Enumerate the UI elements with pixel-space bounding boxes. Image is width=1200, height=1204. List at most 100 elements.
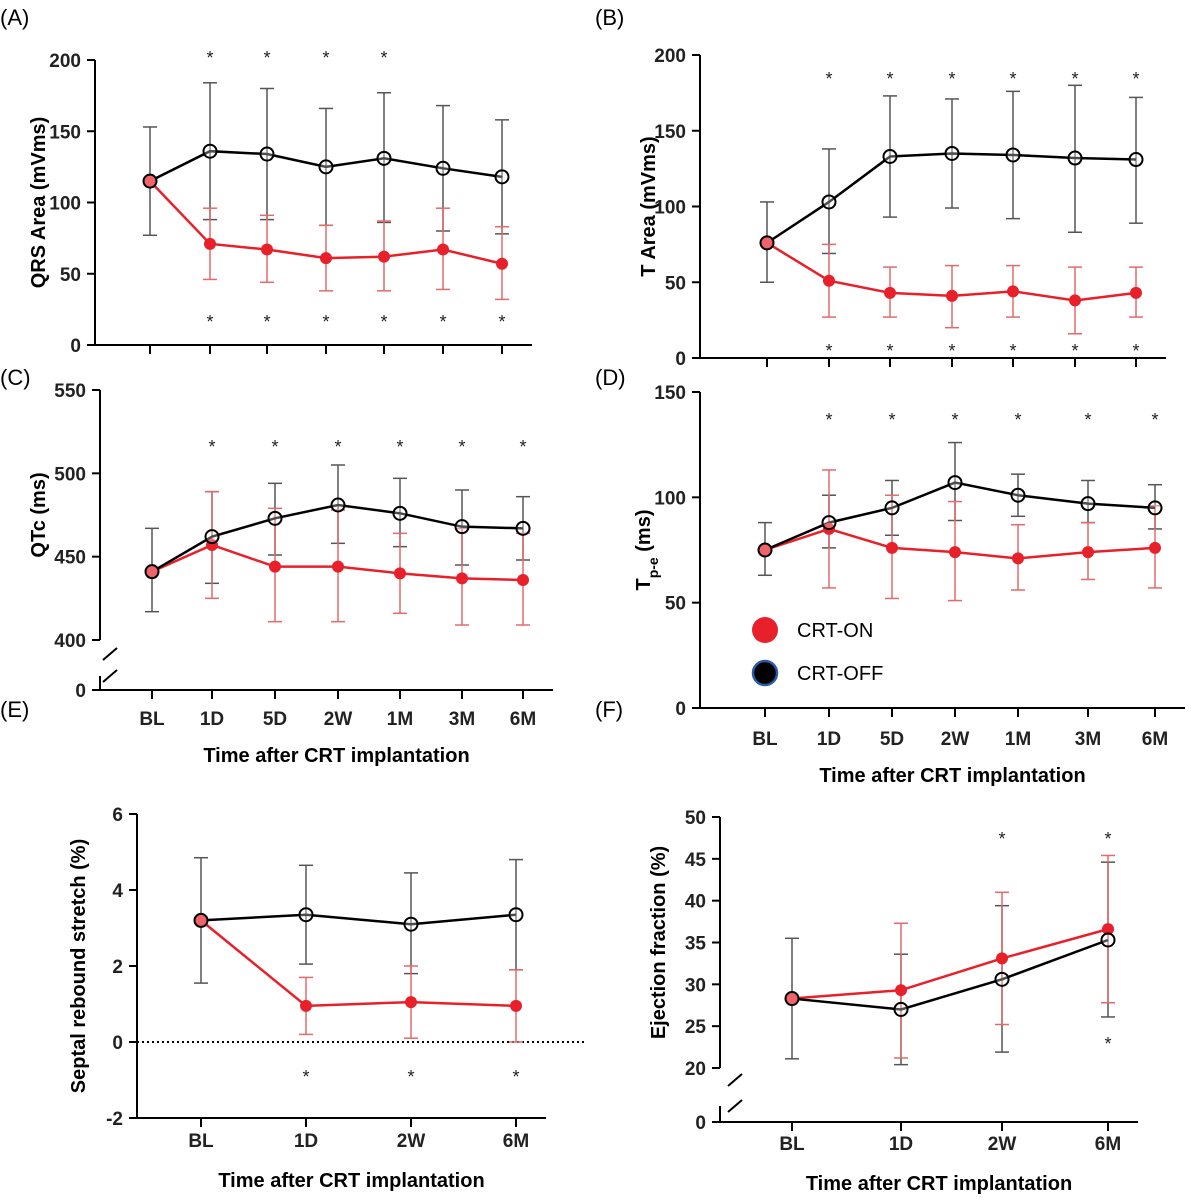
crt-off-point	[882, 149, 898, 165]
y-axis-title: T Area (mVms)	[638, 136, 660, 276]
significance-star: *	[948, 69, 955, 89]
panel-d: (D) 0 50 100 150 BL 1D 5D 2W 1M 3M 6M Time after CRT…	[595, 365, 1185, 787]
crt-off-line	[766, 152, 1137, 244]
y-tick-label: 2	[112, 957, 123, 978]
crt-off-line	[764, 481, 1156, 552]
y-tick-label: 0	[675, 699, 686, 720]
crt-on-point	[269, 560, 281, 573]
significance-star: *	[271, 437, 278, 457]
x-tick-label: 1M	[387, 709, 413, 730]
x-tick-label: 2W	[941, 729, 970, 750]
significance-star: *	[380, 48, 387, 68]
x-axis-title: Time after CRT implantation	[806, 1173, 1072, 1195]
y-tick-label: 50	[665, 273, 686, 294]
y-tick-label: 150	[654, 383, 686, 404]
y-tick-label: 100	[654, 198, 686, 219]
crt-on-point	[1007, 285, 1019, 298]
x-tick-label: 1D	[817, 729, 841, 750]
significance-star: *	[825, 341, 832, 361]
y-axis-title-unit: (ms)	[633, 509, 655, 557]
y-axis-title: QTc (ms)	[28, 472, 50, 557]
crt-on-point	[761, 236, 773, 249]
significance-star: *	[208, 437, 215, 457]
significance-star: *	[263, 312, 270, 332]
y-tick-label: 400	[54, 631, 86, 652]
crt-off-point	[392, 505, 408, 521]
panel-letter: (A)	[0, 5, 29, 30]
crt-on-point	[195, 914, 207, 927]
panel-letter: (B)	[595, 5, 624, 30]
crt-on-point	[946, 289, 958, 302]
crt-off-point	[947, 475, 963, 491]
significance-star: *	[322, 48, 329, 68]
significance-star: *	[1104, 829, 1111, 849]
x-tick-label: 1M	[1005, 729, 1031, 750]
crt-on-point	[144, 175, 156, 188]
y-tick-label: 100	[49, 194, 81, 215]
crt-on-point	[405, 996, 417, 1009]
significance-star: *	[1084, 410, 1091, 430]
y-tick-label: 30	[685, 975, 706, 996]
crt-on-point	[300, 999, 312, 1012]
panel-b: (B) 0 50 100 150 200 T Area (mVms) * * * * * * * * * * * *	[595, 5, 1166, 370]
crt-off-point	[202, 143, 218, 159]
x-tick-label: 6M	[503, 1131, 529, 1152]
axis-break-mark	[102, 647, 118, 661]
crt-off-point	[757, 542, 773, 558]
significance-star: *	[302, 1067, 309, 1087]
y-tick-label: 450	[54, 548, 86, 569]
crt-off-point	[318, 159, 334, 175]
panel-e: (E) -2 0 2 4 6 BL 1D 2W 6M Time after CRT implanta…	[0, 697, 586, 1192]
y-tick-label: 0	[675, 349, 686, 370]
crt-off-point	[508, 907, 524, 923]
y-tick-label: 200	[654, 46, 686, 67]
y-tick-label: 150	[654, 122, 686, 143]
crt-on-point	[1069, 294, 1081, 307]
x-axis-title: Time after CRT implantation	[819, 765, 1085, 787]
x-tick-label: 3M	[449, 709, 475, 730]
x-tick-label: 5D	[880, 729, 904, 750]
crt-on-point	[517, 574, 529, 586]
y-tick-label: 550	[54, 381, 86, 402]
x-tick-label: 1D	[889, 1134, 913, 1155]
y-tick-label: 50	[685, 808, 706, 829]
y-tick-label: 45	[685, 850, 707, 871]
crt-on-point	[261, 243, 273, 256]
significance-star: *	[1132, 341, 1139, 361]
significance-star: *	[1009, 341, 1016, 361]
y-axis-title: Tp-e (ms)	[633, 509, 661, 590]
crt-off-point	[759, 235, 775, 251]
crt-off-point	[376, 150, 392, 166]
x-tick-label: 1D	[200, 709, 224, 730]
y-axis-title-subscript: p-e	[645, 557, 661, 578]
crt-on-point	[378, 250, 390, 263]
crt-on-line	[200, 919, 517, 1008]
significance-star: *	[1151, 410, 1158, 430]
y-tick-label: 50	[665, 594, 686, 615]
y-tick-label: 50	[60, 265, 81, 286]
axis-break-mark	[727, 1073, 743, 1087]
axis-break-mark	[727, 1099, 743, 1113]
x-tick-label: BL	[779, 1134, 805, 1155]
y-tick-label: 4	[112, 881, 123, 902]
crt-on-point	[786, 992, 798, 1005]
crt-off-point	[267, 510, 283, 526]
crt-off-point	[204, 529, 220, 545]
panel-a: (A) 0 50 100 150 200 QRS Area (mVms) * * * * * * * * * *	[0, 5, 532, 357]
significance-star: *	[951, 410, 958, 430]
significance-star: *	[407, 1067, 414, 1087]
significance-star: *	[458, 437, 465, 457]
significance-star: *	[886, 69, 893, 89]
crt-off-point	[435, 160, 451, 176]
crt-on-point	[456, 572, 468, 585]
crt-off-point	[515, 520, 531, 536]
panel-f: (F) 0 20 25 30 35 40 45 50 BL 1D 2W 6M Time after CRT…	[595, 697, 1138, 1195]
legend-marker-crt-on	[752, 617, 778, 643]
significance-star: *	[1132, 69, 1139, 89]
x-tick-label: 5D	[263, 709, 287, 730]
x-tick-label: 6M	[1142, 729, 1168, 750]
panel-letter: (D)	[595, 365, 626, 390]
crt-off-point	[893, 1001, 909, 1017]
legend: CRT-ON CRT-OFF	[751, 617, 883, 687]
